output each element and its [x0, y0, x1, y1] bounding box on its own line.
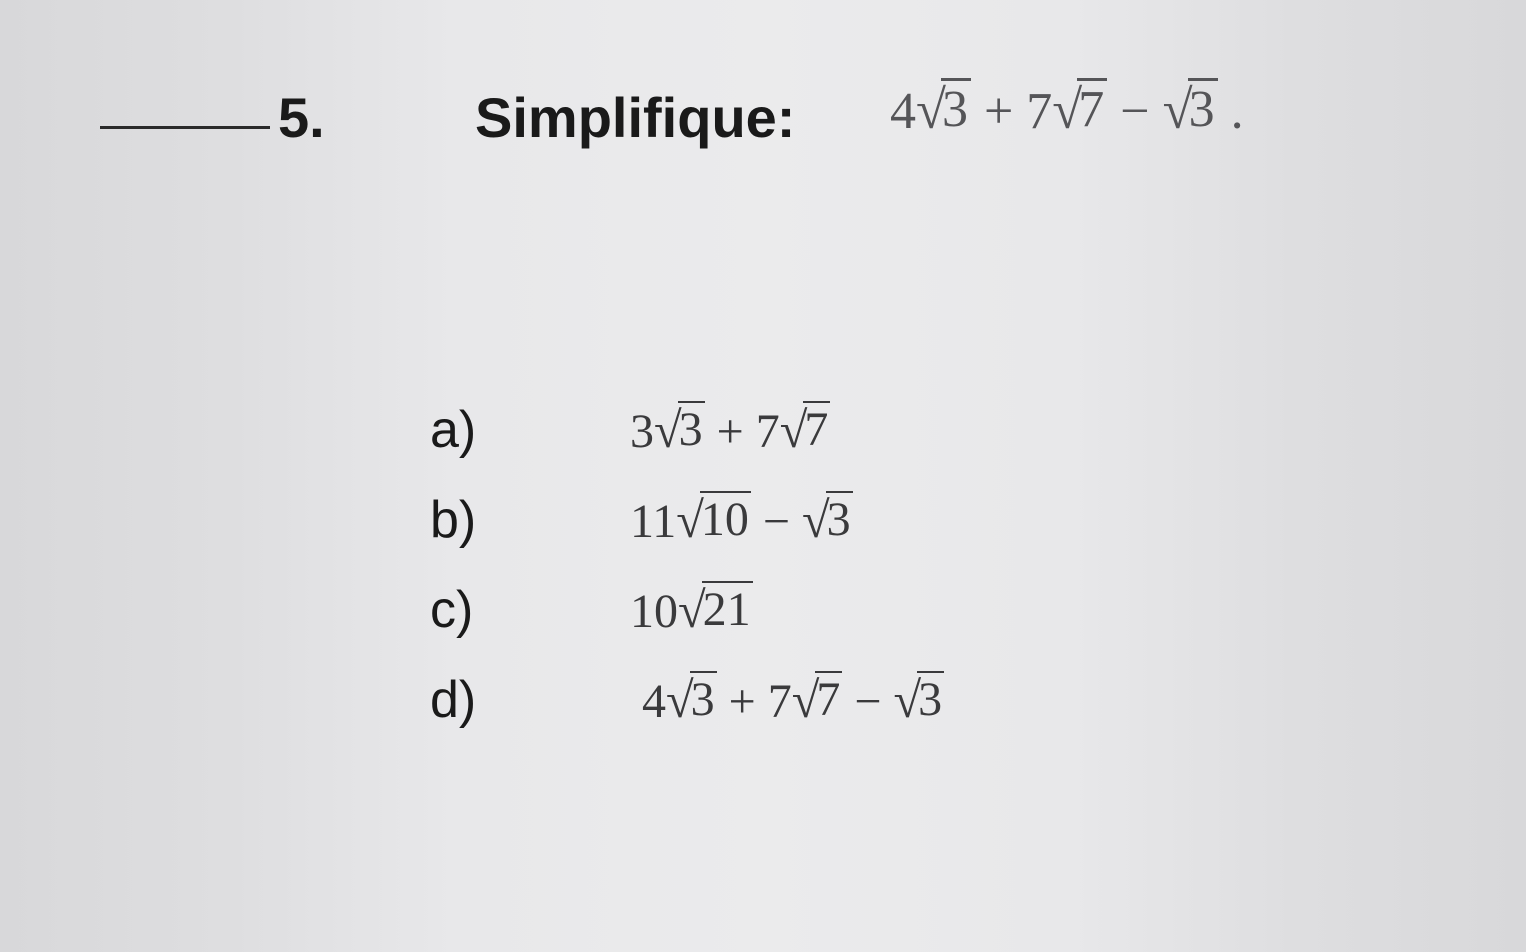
option-label-b: b)	[430, 490, 630, 550]
question-expression: 4√3 + 7√7 − √3 .	[890, 78, 1244, 141]
option-expression-c: 10√21	[630, 581, 753, 639]
op-1: +	[984, 83, 1013, 140]
coef-1: 4	[890, 83, 916, 140]
radicand-2: 7	[1077, 78, 1107, 138]
question-prompt: Simplifique:	[475, 85, 795, 150]
options-list: a) 3√3 + 7√7 b) 11√10 − √3 c) 10√21 d) 4…	[430, 400, 944, 760]
sqrt-icon: √7	[792, 671, 843, 729]
sqrt-icon: √3	[666, 671, 717, 729]
radicand-3: 3	[1188, 78, 1218, 138]
option-c: c) 10√21	[430, 580, 944, 640]
sqrt-icon: √10	[676, 491, 751, 549]
option-expression-b: 11√10 − √3	[630, 491, 853, 549]
sqrt-icon: √3	[802, 491, 853, 549]
radicand-1: 3	[941, 78, 971, 138]
sqrt-icon: √21	[678, 581, 753, 639]
option-label-a: a)	[430, 400, 630, 460]
sqrt-3: √3	[1163, 78, 1218, 141]
sqrt-icon: √7	[780, 401, 831, 459]
sqrt-2: √7	[1052, 78, 1107, 141]
coef-2: 7	[1026, 83, 1052, 140]
answer-blank-line	[100, 126, 270, 129]
option-label-c: c)	[430, 580, 630, 640]
question-number: 5.	[278, 85, 325, 150]
option-expression-a: 3√3 + 7√7	[630, 401, 830, 459]
question-header: 5.	[100, 85, 325, 150]
option-label-d: d)	[430, 670, 630, 730]
option-expression-d: 4√3 + 7√7 − √3	[630, 671, 944, 729]
option-d: d) 4√3 + 7√7 − √3	[430, 670, 944, 730]
option-b: b) 11√10 − √3	[430, 490, 944, 550]
sqrt-1: √3	[916, 78, 971, 141]
sqrt-icon: √3	[893, 671, 944, 729]
period: .	[1231, 83, 1244, 140]
op-2: −	[1120, 83, 1149, 140]
sqrt-icon: √3	[654, 401, 705, 459]
option-a: a) 3√3 + 7√7	[430, 400, 944, 460]
